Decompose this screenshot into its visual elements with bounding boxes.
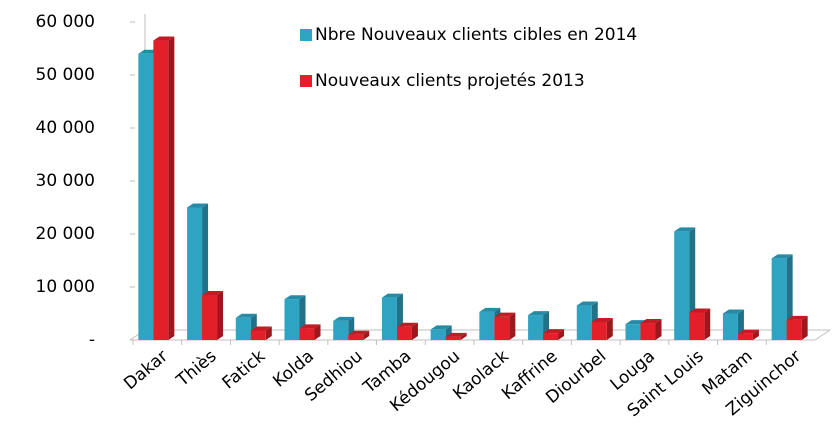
bar: [786, 315, 808, 340]
y-tick-label: 20 000: [36, 224, 95, 244]
bar-side: [460, 332, 467, 340]
bar-top: [333, 316, 355, 321]
bar-side: [314, 324, 321, 340]
bar-top: [722, 309, 744, 314]
bar-top: [430, 325, 452, 330]
bar-top: [689, 308, 711, 313]
bar-top: [250, 326, 272, 331]
y-tick-label: -: [89, 330, 95, 350]
bar-top: [786, 315, 808, 320]
bar-side: [704, 308, 711, 340]
x-tick-label: Dakar: [120, 346, 172, 394]
bar: [591, 317, 613, 340]
bar-front: [235, 317, 251, 340]
bar-top: [284, 295, 306, 300]
bar-side: [558, 329, 565, 340]
bar: [722, 309, 744, 340]
bar-top: [396, 322, 418, 327]
bar-front: [348, 334, 364, 340]
legend-swatch: [300, 75, 312, 87]
bar-top: [381, 293, 403, 298]
bar-front: [187, 207, 203, 340]
bar-front: [576, 305, 592, 340]
bar-front: [689, 312, 705, 340]
bar-top: [737, 329, 759, 334]
bar-front: [528, 315, 544, 340]
bar-front: [479, 311, 495, 340]
bar-front: [625, 324, 641, 340]
bar-front: [640, 323, 656, 340]
bar-top: [528, 311, 550, 316]
bar-top: [235, 313, 257, 318]
bar-front: [445, 336, 461, 340]
bar-side: [265, 326, 272, 340]
bar-top: [479, 307, 501, 312]
bar: [737, 329, 759, 340]
bar-front: [494, 316, 510, 340]
bar-top: [153, 36, 175, 41]
bar: [348, 330, 370, 340]
bar-front: [333, 320, 349, 340]
y-tick-label: 60 000: [36, 12, 95, 32]
legend-label: Nouveaux clients projetés 2013: [315, 71, 585, 91]
bar-top: [348, 330, 370, 335]
legend-swatch: [300, 29, 312, 41]
bar-front: [381, 297, 397, 340]
bar-front: [771, 258, 787, 340]
bar-top: [543, 329, 565, 334]
bar-top: [494, 312, 516, 317]
bar-side: [801, 315, 808, 340]
bar-top: [576, 301, 598, 306]
bar: [543, 329, 565, 340]
bar-front: [202, 294, 218, 340]
bar-side: [509, 312, 516, 340]
y-tick-label: 50 000: [36, 65, 95, 85]
plot-frame: [129, 14, 831, 341]
bar-front: [786, 319, 802, 340]
bar-top: [202, 290, 224, 295]
bar-top: [187, 203, 209, 208]
bar-front: [138, 53, 154, 341]
bar: [202, 290, 224, 340]
bar-front: [430, 329, 446, 340]
x-tick-label: Fatick: [219, 346, 270, 393]
bar-top: [445, 332, 467, 337]
bar: [445, 332, 467, 340]
bar: [396, 322, 418, 340]
bar: [494, 312, 516, 340]
y-tick-label: 10 000: [36, 277, 95, 297]
y-tick-label: 40 000: [36, 118, 95, 138]
bar: [689, 308, 711, 340]
bar-front: [299, 328, 315, 340]
bar-side: [217, 290, 224, 340]
bar-front: [396, 326, 412, 340]
bar-top: [299, 324, 321, 329]
bar-front: [722, 313, 738, 340]
bar-top: [771, 254, 793, 259]
bar-side: [655, 319, 662, 340]
legend-label: Nbre Nouveaux clients cibles en 2014: [315, 25, 637, 45]
bar-side: [411, 322, 418, 340]
bar: [299, 324, 321, 340]
bar: [250, 326, 272, 340]
bar-front: [591, 321, 607, 340]
y-tick-label: 30 000: [36, 171, 95, 191]
bar-side: [168, 36, 175, 341]
bar: [640, 319, 662, 340]
x-tick-label: Thiès: [172, 346, 220, 391]
bar-front: [153, 40, 169, 341]
bar-front: [284, 299, 300, 340]
bar-side: [752, 329, 759, 340]
bar-top: [674, 227, 696, 232]
bar-side: [363, 330, 370, 340]
bar: [153, 36, 175, 341]
bar-front: [737, 333, 753, 340]
bar-front: [543, 333, 559, 340]
bar-top: [640, 319, 662, 324]
bar-top: [591, 317, 613, 322]
bar-front: [250, 330, 266, 340]
bar-front: [674, 231, 690, 340]
bar-side: [606, 317, 613, 340]
